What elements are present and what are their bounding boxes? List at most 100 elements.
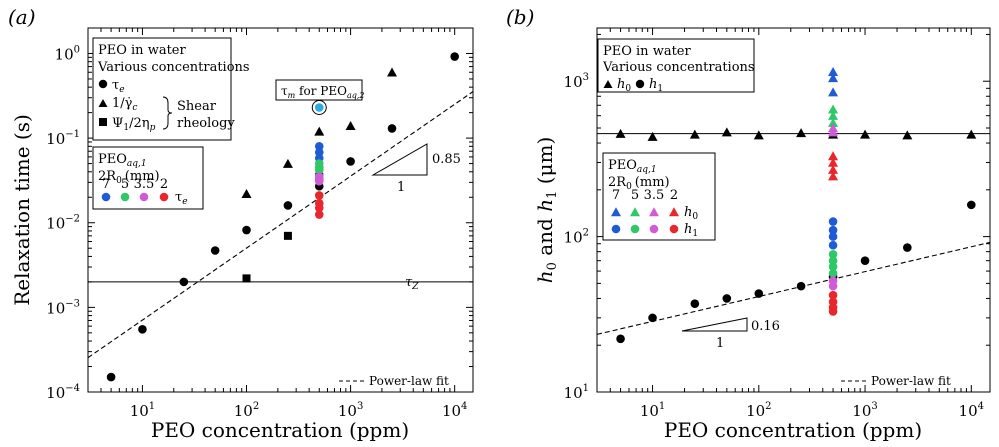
panel-a-point xyxy=(314,142,324,151)
panel-a-inset-size-label: 7 xyxy=(102,177,110,192)
panel-b-point xyxy=(902,130,913,140)
panel-a-inset-marker xyxy=(139,192,149,202)
legend-b-triangle xyxy=(603,80,613,88)
panel-b-axes: 101 102 103 104 101 102 103 xyxy=(564,28,990,420)
panel-b-inset-size-label: 7 xyxy=(612,188,620,203)
panel-b-point xyxy=(828,118,839,128)
panel-b-inset-marker xyxy=(611,224,621,234)
panel-a-callout: τm for PEOaq,2 xyxy=(275,79,364,115)
panel-b-point xyxy=(615,128,626,138)
panel-a-inset-size-label: 2 xyxy=(160,177,168,192)
panel-a-inset-marker xyxy=(101,192,111,202)
panel-b-point xyxy=(903,243,912,252)
panel-a-point xyxy=(138,325,147,334)
panel-b-point xyxy=(828,87,839,97)
panel-b-inset-legend: PEOaq,1 2R0 (mm) 7 5 3.5 2 h0 h1 xyxy=(602,152,716,241)
panel-b-frame xyxy=(596,27,991,393)
legend-circle-marker xyxy=(98,79,108,89)
panel-a-point xyxy=(387,124,397,133)
inset-r0: 2R0 (mm) xyxy=(98,169,160,186)
panel-a-inset-marker xyxy=(120,192,130,202)
panel-a-point xyxy=(241,189,252,199)
panel-a-inset-size-label: 3.5 xyxy=(134,177,155,192)
panel-a-inset-size-label: 5 xyxy=(121,177,129,192)
panel-b-inset-marker xyxy=(669,207,679,217)
panel-b-point xyxy=(828,110,839,120)
panel-a-ylabel: Relaxation time (s) xyxy=(10,114,34,306)
panel-a-point xyxy=(283,201,293,210)
panel-b-reference-lines xyxy=(596,133,991,335)
panel-b-y-tick-label: 103 xyxy=(564,72,589,91)
panel-a-x-tick-label: 101 xyxy=(130,401,155,420)
panel-b-point xyxy=(828,127,839,137)
panel-b-x-tick-label: 103 xyxy=(852,401,877,420)
panel-b-point xyxy=(648,313,657,323)
panel-a-point xyxy=(314,176,324,186)
panel-a-data-points xyxy=(106,52,459,382)
inset-b-title: PEOaq,1 xyxy=(608,158,657,175)
panel-b-point xyxy=(828,262,838,272)
legend-shear: 1/γ̇c xyxy=(112,96,137,113)
panel-b-inset-marker xyxy=(649,207,659,217)
panel-a-fit-line xyxy=(87,91,474,359)
panel-a-point xyxy=(283,231,292,240)
slope-triangle-b-shape xyxy=(681,317,748,332)
panel-a-reference-lines xyxy=(87,91,474,359)
panel-b-inset-marker xyxy=(669,224,679,234)
panel-b-label: (b) xyxy=(506,5,534,29)
inset-b-h0: h0 xyxy=(684,205,698,222)
panel-a-point xyxy=(179,277,189,287)
panel-b-inset-size-label: 5 xyxy=(631,188,639,203)
panel-a-y-tick-label: 10−3 xyxy=(46,298,80,317)
panel-a-point xyxy=(282,158,293,168)
legend-b-h1: h1 xyxy=(649,77,663,94)
panel-b-point xyxy=(796,281,806,291)
legend-b-circle xyxy=(635,79,645,89)
legend-box xyxy=(92,37,232,141)
panel-b-xlabel: PEO concentration (ppm) xyxy=(664,418,922,442)
panel-b-slope-triangle: 0.16 1 xyxy=(681,317,780,351)
slope-label: 0.85 xyxy=(432,152,461,167)
legend-brace xyxy=(162,96,173,130)
panel-b-point xyxy=(828,240,838,250)
panel-b-point xyxy=(828,269,838,278)
panel-b-data-points xyxy=(615,67,977,344)
panel-b-point xyxy=(828,281,838,291)
panel-a-point xyxy=(314,165,324,175)
panel-b-point xyxy=(828,67,839,77)
panel-b-point xyxy=(860,256,870,265)
panel-a: (a) 101 102 103 104 10−4 10−3 10−2 10−1 100 PEO … xyxy=(8,5,474,442)
legend-group-line2: rheology xyxy=(177,116,235,131)
panel-b-point xyxy=(828,256,838,265)
panel-b-inset-marker xyxy=(630,207,640,217)
panel-b-point xyxy=(966,200,976,210)
panel-a-inset-marker xyxy=(159,192,169,202)
legend-title-line1: PEO in water xyxy=(98,43,186,58)
panel-b-point xyxy=(721,127,732,137)
inset-b-h1: h1 xyxy=(684,222,698,239)
fit-legend-b-label: Power-law fit xyxy=(871,374,951,388)
panel-b-inset-size-label: 2 xyxy=(670,188,678,203)
panel-b-point xyxy=(722,294,732,303)
panel-b-point xyxy=(689,129,700,139)
panel-a-y-tick-label: 10−1 xyxy=(46,129,80,148)
panel-b-point xyxy=(860,129,871,139)
inset-b-r0: 2R0 (mm) xyxy=(608,175,670,192)
legend-box-b xyxy=(597,38,755,93)
panel-b-y-tick-label: 101 xyxy=(564,383,589,402)
panel-b-inset-marker xyxy=(611,207,621,217)
panel-b-point xyxy=(828,104,839,114)
legend-square-marker xyxy=(99,118,107,126)
panel-a-xlabel: PEO concentration (ppm) xyxy=(151,418,409,442)
slope-b-run: 1 xyxy=(716,336,724,351)
panel-a-point xyxy=(314,103,324,112)
panel-a-point xyxy=(314,203,324,213)
panel-b-point xyxy=(690,299,700,309)
panel-b-point xyxy=(828,225,838,235)
legend-b-title-line1: PEO in water xyxy=(603,44,691,59)
inset-tau-e: τe xyxy=(175,190,188,207)
legend-tau-e: τe xyxy=(112,78,125,95)
panel-b-fit-line xyxy=(596,241,991,335)
panel-b-inset-marker xyxy=(649,224,659,234)
